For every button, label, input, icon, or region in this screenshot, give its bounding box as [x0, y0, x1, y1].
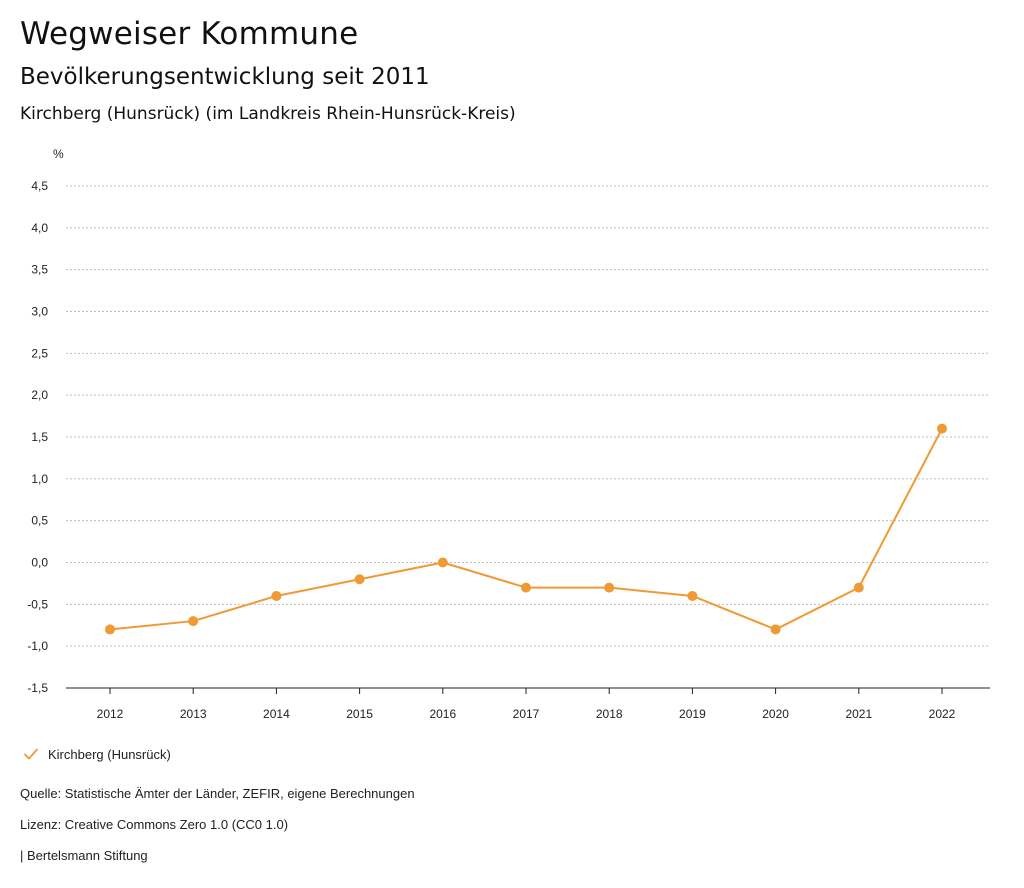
x-tick-label: 2015 — [346, 707, 373, 721]
page-title: Wegweiser Kommune — [20, 16, 359, 52]
y-tick-label: 0,5 — [31, 514, 48, 528]
series-kirchberg — [105, 423, 947, 635]
y-tick-label: 0,0 — [31, 556, 48, 570]
x-tick-label: 2018 — [596, 707, 623, 721]
x-tick-label: 2014 — [263, 707, 290, 721]
data-point[interactable] — [521, 582, 531, 593]
grid-lines — [66, 185, 990, 689]
y-tick-label: 4,5 — [31, 179, 48, 193]
x-tick-label: 2019 — [679, 707, 706, 721]
x-tick-label: 2016 — [429, 707, 456, 721]
legend-item-kirchberg[interactable]: Kirchberg (Hunsrück) — [22, 745, 171, 763]
data-point[interactable] — [105, 624, 115, 635]
data-point[interactable] — [354, 574, 365, 585]
check-icon — [24, 748, 38, 760]
y-axis-ticks: 4,5 4,0 3,5 3,0 2,5 2,0 1,5 1,0 0,5 0,0 -0,5 -1,0 -1… — [27, 179, 48, 695]
y-tick-label: 3,0 — [31, 305, 48, 319]
x-tick-label: 2013 — [180, 707, 207, 721]
data-point[interactable] — [937, 423, 947, 434]
legend-label: Kirchberg (Hunsrück) — [48, 746, 171, 762]
series-line — [109, 428, 943, 631]
x-axis-ticks: 2012 2013 2014 2015 2016 2017 2018 2019 2020 2021… — [66, 687, 990, 721]
x-tick-label: 2021 — [845, 707, 872, 721]
data-point[interactable] — [188, 616, 199, 627]
x-tick-label: 2020 — [762, 707, 789, 721]
line-chart: % 4,5 4,0 3,5 3,0 2,5 2,0 1,5 1,0 0,5 0,0 -0,5 -1,0… — [27, 147, 990, 721]
data-point[interactable] — [437, 557, 448, 568]
y-axis-unit-label: % — [53, 147, 64, 161]
data-point[interactable] — [770, 624, 781, 635]
source-note: Quelle: Statistische Ämter der Länder, Z… — [20, 786, 415, 801]
y-tick-label: 1,0 — [31, 472, 48, 486]
y-tick-label: 2,0 — [31, 388, 48, 402]
data-point[interactable] — [853, 582, 864, 593]
y-tick-label: 3,5 — [31, 263, 48, 277]
y-tick-label: -0,5 — [27, 597, 48, 611]
y-tick-label: 1,5 — [31, 430, 48, 444]
x-tick-label: 2022 — [929, 707, 956, 721]
y-tick-label: 4,0 — [31, 221, 48, 235]
data-point[interactable] — [687, 590, 698, 601]
license-note: Lizenz: Creative Commons Zero 1.0 (CC0 1… — [20, 817, 289, 832]
y-tick-label: -1,5 — [27, 681, 48, 695]
region-label: Kirchberg (Hunsrück) (im Landkreis Rhein… — [20, 104, 516, 124]
data-point[interactable] — [271, 590, 282, 601]
x-tick-label: 2017 — [513, 707, 540, 721]
y-tick-label: -1,0 — [27, 639, 48, 653]
data-point[interactable] — [604, 582, 615, 593]
y-tick-label: 2,5 — [31, 346, 48, 360]
chart-subtitle: Bevölkerungsentwicklung seit 2011 — [20, 64, 430, 90]
publisher-note: | Bertelsmann Stiftung — [20, 848, 148, 863]
x-tick-label: 2012 — [97, 707, 124, 721]
